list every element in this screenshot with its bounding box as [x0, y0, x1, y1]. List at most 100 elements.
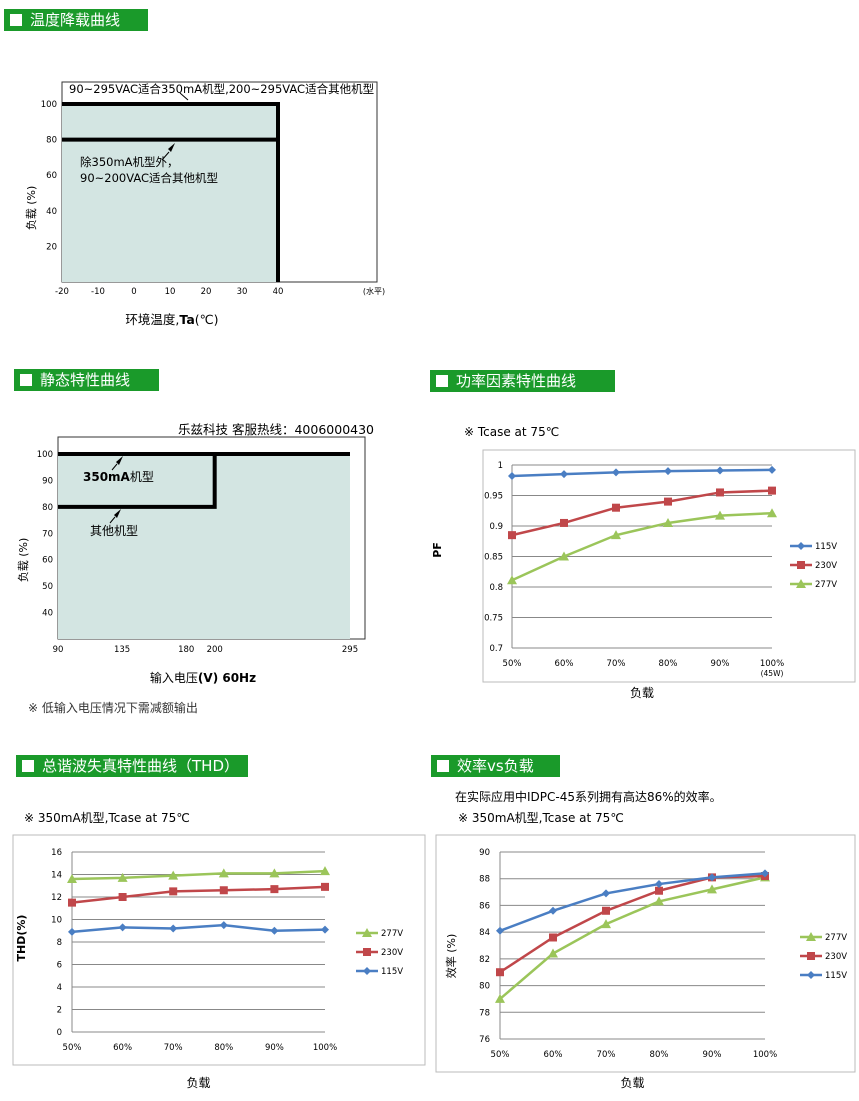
x-tick-label: 90% — [703, 1050, 722, 1060]
chart-note: ※ Tcase at 75℃ — [464, 425, 559, 439]
series-line-277V — [71, 869, 326, 881]
x-tick-label: 0 — [131, 287, 136, 297]
data-point-230V — [664, 497, 672, 506]
legend-marker-115V — [807, 971, 815, 979]
x-tick-label: 200 — [207, 645, 223, 655]
legend-label-230V: 230V — [815, 561, 837, 571]
hotline-text: 乐兹科技 客服热线：4006000430 — [178, 422, 375, 437]
y-tick-label: 90 — [479, 848, 490, 858]
y-tick-label: 40 — [42, 609, 53, 619]
x-tick-sublabel: (45W) — [761, 669, 784, 678]
legend-label-277V: 277V — [381, 929, 403, 939]
data-point-230V — [219, 886, 228, 895]
x-axis-label: 环境温度,Ta(℃) — [125, 312, 218, 327]
y-tick-label: 0.9 — [489, 522, 503, 532]
header-square-icon — [437, 760, 449, 772]
data-point-230V — [169, 887, 178, 896]
series-line-277V — [511, 511, 773, 582]
low-input-note: ※ 低输入电压情况下需减额输出 — [28, 701, 198, 715]
x-tick-label: 295 — [342, 645, 358, 655]
x-tick-label: 70% — [607, 659, 626, 669]
header-label: 温度降载曲线 — [30, 11, 121, 29]
legend-marker-230V — [797, 561, 805, 569]
x-tick-label-horizontal: (水平) — [363, 286, 385, 296]
data-point-115V — [68, 927, 76, 936]
y-tick-label: 6 — [57, 961, 62, 971]
data-point-230V — [655, 886, 663, 895]
data-point-115V — [664, 467, 672, 476]
data-point-230V — [549, 933, 557, 942]
y-tick-label: 50 — [42, 582, 53, 592]
data-point-277V — [654, 896, 664, 906]
y-tick-label: 2 — [57, 1006, 62, 1016]
y-tick-label: 0.8 — [489, 583, 503, 593]
y-tick-label: 60 — [42, 556, 53, 566]
data-point-230V — [68, 898, 76, 907]
header-square-icon — [436, 375, 448, 387]
y-tick-label: 88 — [479, 875, 490, 885]
y-tick-label: 86 — [479, 901, 490, 911]
header-label: 效率vs负载 — [457, 757, 534, 775]
annotation-arrow — [161, 151, 170, 161]
annotation-arrow — [179, 92, 189, 101]
chart-frame — [435, 834, 856, 1073]
x-tick-label: 20 — [201, 287, 212, 297]
legend-marker-115V — [363, 967, 371, 975]
y-tick-label: 100 — [37, 450, 53, 460]
x-axis-label: 负载 — [620, 1076, 644, 1090]
data-point-230V — [612, 503, 620, 512]
y-tick-label: 80 — [46, 136, 57, 146]
data-point-277V — [707, 884, 717, 894]
x-tick-label: 60% — [544, 1050, 563, 1060]
data-point-230V — [118, 893, 127, 901]
annotation-line-2: 90~200VAC适合其他机型 — [80, 171, 218, 185]
y-axis-label: 效率 (%) — [444, 934, 458, 979]
legend-label-230V: 230V — [825, 952, 847, 962]
legend-marker-115V — [797, 542, 805, 550]
data-point-230V — [508, 531, 516, 540]
x-tick-label: 70% — [597, 1050, 616, 1060]
header-temp-derating: 温度降载曲线 — [4, 9, 148, 31]
series-line-115V — [71, 923, 326, 934]
header-square-icon — [22, 760, 34, 772]
x-tick-label: 100% — [753, 1050, 777, 1060]
data-point-277V — [559, 551, 569, 561]
y-tick-label: 90 — [42, 476, 53, 486]
data-point-115V — [655, 880, 663, 889]
header-square-icon — [20, 374, 32, 386]
y-tick-label: 14 — [51, 871, 62, 881]
header-label: 总谐波失真特性曲线（THD） — [42, 757, 239, 775]
data-point-115V — [508, 471, 516, 480]
derating-line — [62, 102, 280, 282]
data-point-115V — [169, 924, 178, 933]
label-350ma: 350mA机型 — [83, 470, 154, 484]
data-point-277V — [548, 948, 558, 958]
data-point-230V — [602, 906, 610, 915]
y-axis-label: PF — [431, 542, 444, 558]
x-tick-label: 135 — [114, 645, 130, 655]
y-tick-label: 82 — [479, 955, 490, 965]
data-point-277V — [117, 872, 128, 882]
y-tick-label: 16 — [51, 848, 62, 858]
annotation-arrow — [109, 516, 116, 524]
data-point-277V — [663, 517, 673, 527]
legend-marker-277V — [806, 932, 816, 941]
x-tick-label: 100% — [313, 1043, 337, 1053]
x-tick-label: 100% — [760, 659, 784, 669]
y-tick-label: 10 — [51, 916, 62, 926]
derating-line — [58, 454, 217, 509]
legend-label-277V: 277V — [815, 580, 837, 590]
y-tick-label: 0 — [57, 1028, 62, 1038]
y-tick-label: 1 — [498, 461, 503, 471]
data-point-115V — [602, 889, 610, 898]
x-tick-label: -10 — [91, 287, 105, 297]
y-tick-label: 80 — [479, 982, 490, 992]
data-point-230V — [496, 968, 504, 977]
x-axis-label: 负载 — [630, 686, 654, 700]
y-tick-label: 100 — [41, 100, 57, 110]
y-tick-label: 0.85 — [484, 553, 503, 563]
legend-marker-230V — [363, 948, 371, 956]
y-tick-label: 0.95 — [484, 492, 503, 502]
y-axis-label: THD(%) — [15, 915, 28, 962]
data-point-115V — [612, 468, 620, 477]
